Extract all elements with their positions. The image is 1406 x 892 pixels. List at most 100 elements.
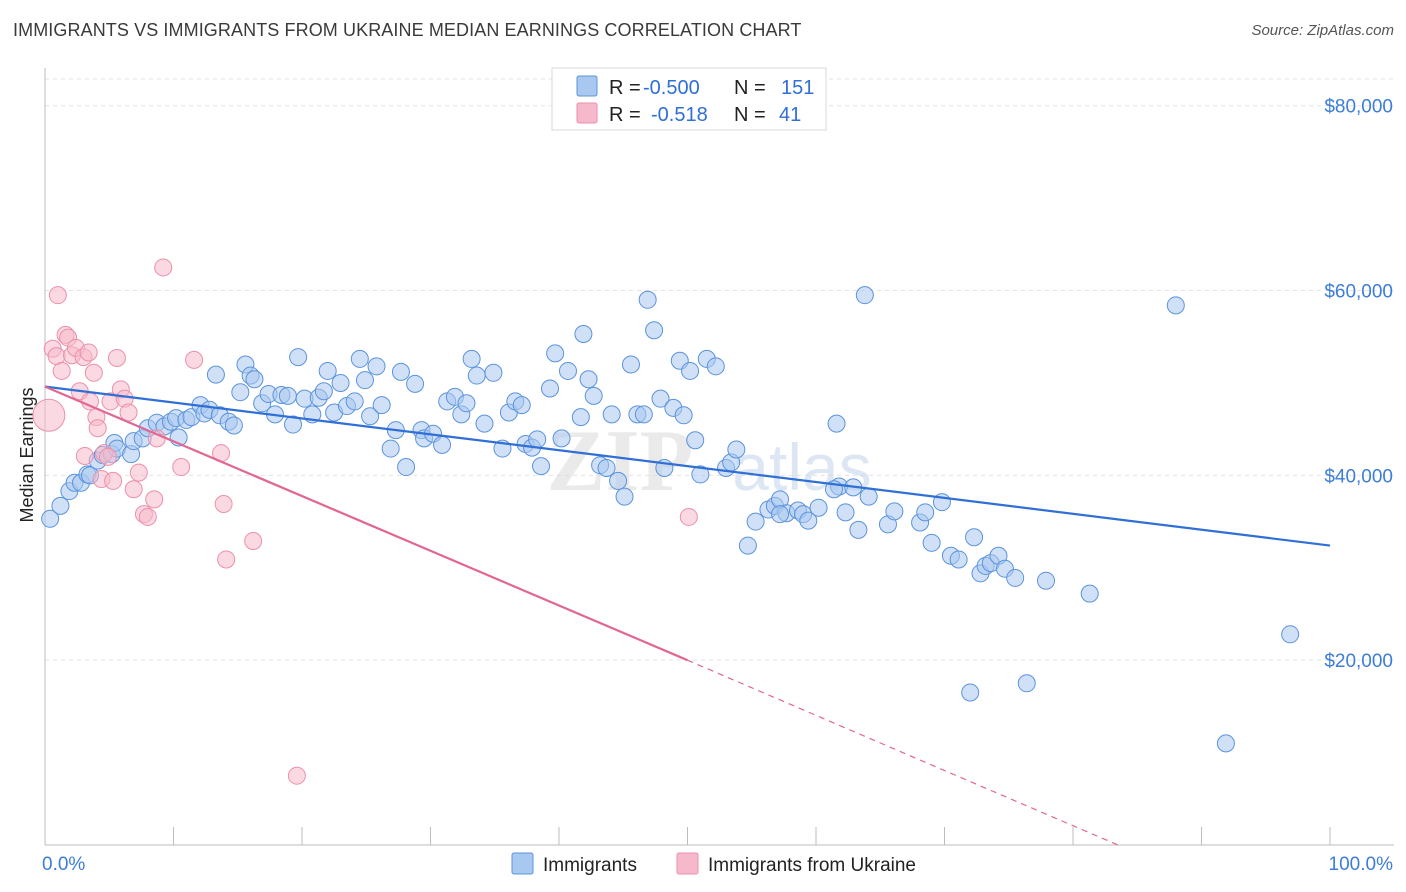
- data-point-immigrants: [922, 533, 941, 552]
- data-point-immigrants: [51, 496, 70, 515]
- data-point-ukraine: [244, 531, 263, 550]
- data-point-ukraine: [32, 398, 66, 432]
- data-point-immigrants: [1017, 674, 1036, 693]
- legend-n-label-1: N =: [734, 77, 766, 99]
- data-point-immigrants: [558, 361, 577, 380]
- data-point-immigrants: [546, 344, 565, 363]
- data-point-immigrants: [1037, 571, 1056, 590]
- data-point-ukraine: [679, 507, 698, 526]
- axes: [44, 68, 1394, 846]
- y-tick-label: $20,000: [1324, 651, 1393, 672]
- data-point-immigrants: [1006, 568, 1025, 587]
- data-point-immigrants: [350, 349, 369, 368]
- data-point-immigrants: [849, 520, 868, 539]
- legend-r-value-2: -0.518: [651, 104, 708, 126]
- data-point-ukraine: [88, 419, 107, 438]
- data-point-immigrants: [289, 348, 308, 367]
- chart-title: IMMIGRANTS VS IMMIGRANTS FROM UKRAINE ME…: [13, 20, 802, 40]
- legend-n-label-2: N =: [734, 104, 766, 126]
- data-point-immigrants: [224, 416, 243, 435]
- data-point-immigrants: [574, 324, 593, 343]
- data-point-immigrants: [367, 357, 386, 376]
- data-point-immigrants: [584, 386, 603, 405]
- data-point-immigrants: [691, 465, 710, 484]
- data-point-immigrants: [397, 458, 416, 477]
- legend-box: [551, 67, 827, 131]
- data-point-ukraine: [124, 480, 143, 499]
- x-tick-label-max: 100.0%: [1329, 854, 1394, 875]
- data-point-immigrants: [372, 396, 391, 415]
- data-point-immigrants: [1281, 625, 1300, 644]
- data-point-ukraine: [52, 361, 71, 380]
- data-point-ukraine: [107, 349, 126, 368]
- y-tick-label: $40,000: [1324, 466, 1393, 487]
- data-point-immigrants: [836, 503, 855, 522]
- data-point-immigrants: [602, 405, 621, 424]
- data-point-immigrants: [746, 512, 765, 531]
- data-point-immigrants: [512, 396, 531, 415]
- data-point-immigrants: [331, 373, 350, 392]
- data-point-ukraine: [217, 550, 236, 569]
- legend-n-value-2: 41: [779, 104, 801, 126]
- data-point-ukraine: [48, 286, 67, 305]
- data-point-immigrants: [727, 440, 746, 459]
- legend-row-ukraine: R = -0.518 N = 41: [609, 104, 801, 126]
- data-point-immigrants: [284, 415, 303, 434]
- correlation-legend: R = -0.500 N = 151 R = -0.518 N = 41: [551, 67, 827, 131]
- data-point-immigrants: [571, 408, 590, 427]
- trend-line-ukraine: [44, 385, 688, 662]
- legend-swatch-ukraine: [576, 102, 598, 124]
- data-point-immigrants: [355, 371, 374, 390]
- data-point-immigrants: [406, 374, 425, 393]
- series-immigrants-from-ukraine: [32, 258, 698, 785]
- data-point-ukraine: [119, 403, 138, 422]
- data-point-ukraine: [84, 363, 103, 382]
- data-point-immigrants: [1216, 734, 1235, 753]
- data-point-immigrants: [681, 361, 700, 380]
- data-point-immigrants: [771, 505, 790, 524]
- data-point-immigrants: [433, 435, 452, 454]
- data-point-immigrants: [738, 536, 757, 555]
- data-point-immigrants: [638, 290, 657, 309]
- data-point-immigrants: [457, 394, 476, 413]
- data-point-ukraine: [154, 258, 173, 277]
- legend-swatch-immigrants: [576, 75, 598, 97]
- data-point-immigrants: [621, 355, 640, 374]
- data-point-immigrants: [41, 509, 60, 528]
- series-legend: Immigrants Immigrants from Ukraine: [511, 852, 916, 876]
- data-point-immigrants: [965, 528, 984, 547]
- data-point-ukraine: [185, 350, 204, 369]
- data-point-immigrants: [634, 405, 653, 424]
- data-point-immigrants: [706, 357, 725, 376]
- data-point-ukraine: [104, 471, 123, 490]
- data-point-immigrants: [528, 430, 547, 449]
- y-tick-labels: $20,000 $40,000 $60,000 $80,000: [1324, 97, 1393, 672]
- data-point-immigrants: [1080, 584, 1099, 603]
- data-point-immigrants: [467, 366, 486, 385]
- data-point-immigrants: [674, 406, 693, 425]
- data-point-ukraine: [145, 490, 164, 509]
- trend-lines: [44, 385, 1331, 846]
- data-point-immigrants: [245, 370, 264, 389]
- data-point-immigrants: [597, 458, 616, 477]
- legend-row-immigrants: R = -0.500 N = 151: [609, 77, 814, 99]
- data-point-immigrants: [206, 365, 225, 384]
- data-point-ukraine: [138, 507, 157, 526]
- data-point-ukraine: [98, 447, 117, 466]
- data-point-immigrants: [391, 362, 410, 381]
- data-point-immigrants: [961, 683, 980, 702]
- data-point-immigrants: [552, 429, 571, 448]
- data-point-immigrants: [231, 383, 250, 402]
- data-point-immigrants: [949, 550, 968, 569]
- data-point-ukraine: [214, 495, 233, 514]
- x-tick-labels: 0.0% 100.0%: [42, 854, 1393, 875]
- data-point-immigrants: [855, 286, 874, 305]
- data-point-immigrants: [859, 487, 878, 506]
- y-tick-label: $80,000: [1324, 97, 1393, 118]
- data-point-immigrants: [827, 414, 846, 433]
- source-credit: Source: ZipAtlas.com: [1251, 22, 1394, 39]
- legend-r-label-1: R =: [609, 77, 641, 99]
- data-point-immigrants: [885, 502, 904, 521]
- data-point-immigrants: [1166, 296, 1185, 315]
- data-point-immigrants: [462, 349, 481, 368]
